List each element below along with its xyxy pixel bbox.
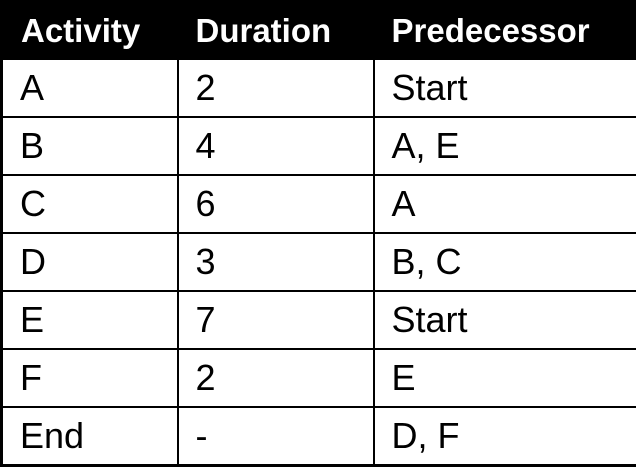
header-cell-predecessor: Predecessor (373, 1, 636, 59)
header-cell-duration: Duration (177, 1, 374, 59)
table-row: End - D, F (0, 406, 636, 467)
cell-duration: 3 (176, 232, 375, 292)
table-row: B 4 A, E (0, 116, 636, 176)
cell-activity: C (0, 174, 179, 234)
table-row: E 7 Start (0, 290, 636, 350)
cell-predecessor: Start (372, 290, 636, 350)
header-cell-activity: Activity (1, 1, 178, 59)
cell-activity: B (0, 116, 179, 176)
cell-predecessor: B, C (372, 232, 636, 292)
cell-duration: 7 (176, 290, 375, 350)
table-header: Activity Duration Predecessor (1, 1, 636, 59)
table-row: D 3 B, C (0, 232, 636, 292)
cell-duration: 2 (176, 58, 375, 118)
cell-activity: A (0, 58, 179, 118)
cell-predecessor: D, F (372, 406, 636, 467)
header-row: Activity Duration Predecessor (1, 1, 636, 59)
table-row: F 2 E (0, 348, 636, 408)
table-body: A 2 Start B 4 A, E C 6 A D 3 B, C E 7 St… (0, 58, 636, 467)
cell-activity: F (0, 348, 179, 408)
cell-predecessor: E (372, 348, 636, 408)
cell-predecessor: Start (372, 58, 636, 118)
cell-predecessor: A, E (372, 116, 636, 176)
table-row: C 6 A (0, 174, 636, 234)
cell-activity: D (0, 232, 179, 292)
table-row: A 2 Start (0, 58, 636, 118)
cell-activity: End (0, 406, 179, 467)
cell-activity: E (0, 290, 179, 350)
cell-duration: - (176, 406, 375, 467)
cell-predecessor: A (372, 174, 636, 234)
cell-duration: 6 (176, 174, 375, 234)
cell-duration: 4 (176, 116, 375, 176)
cell-duration: 2 (176, 348, 375, 408)
